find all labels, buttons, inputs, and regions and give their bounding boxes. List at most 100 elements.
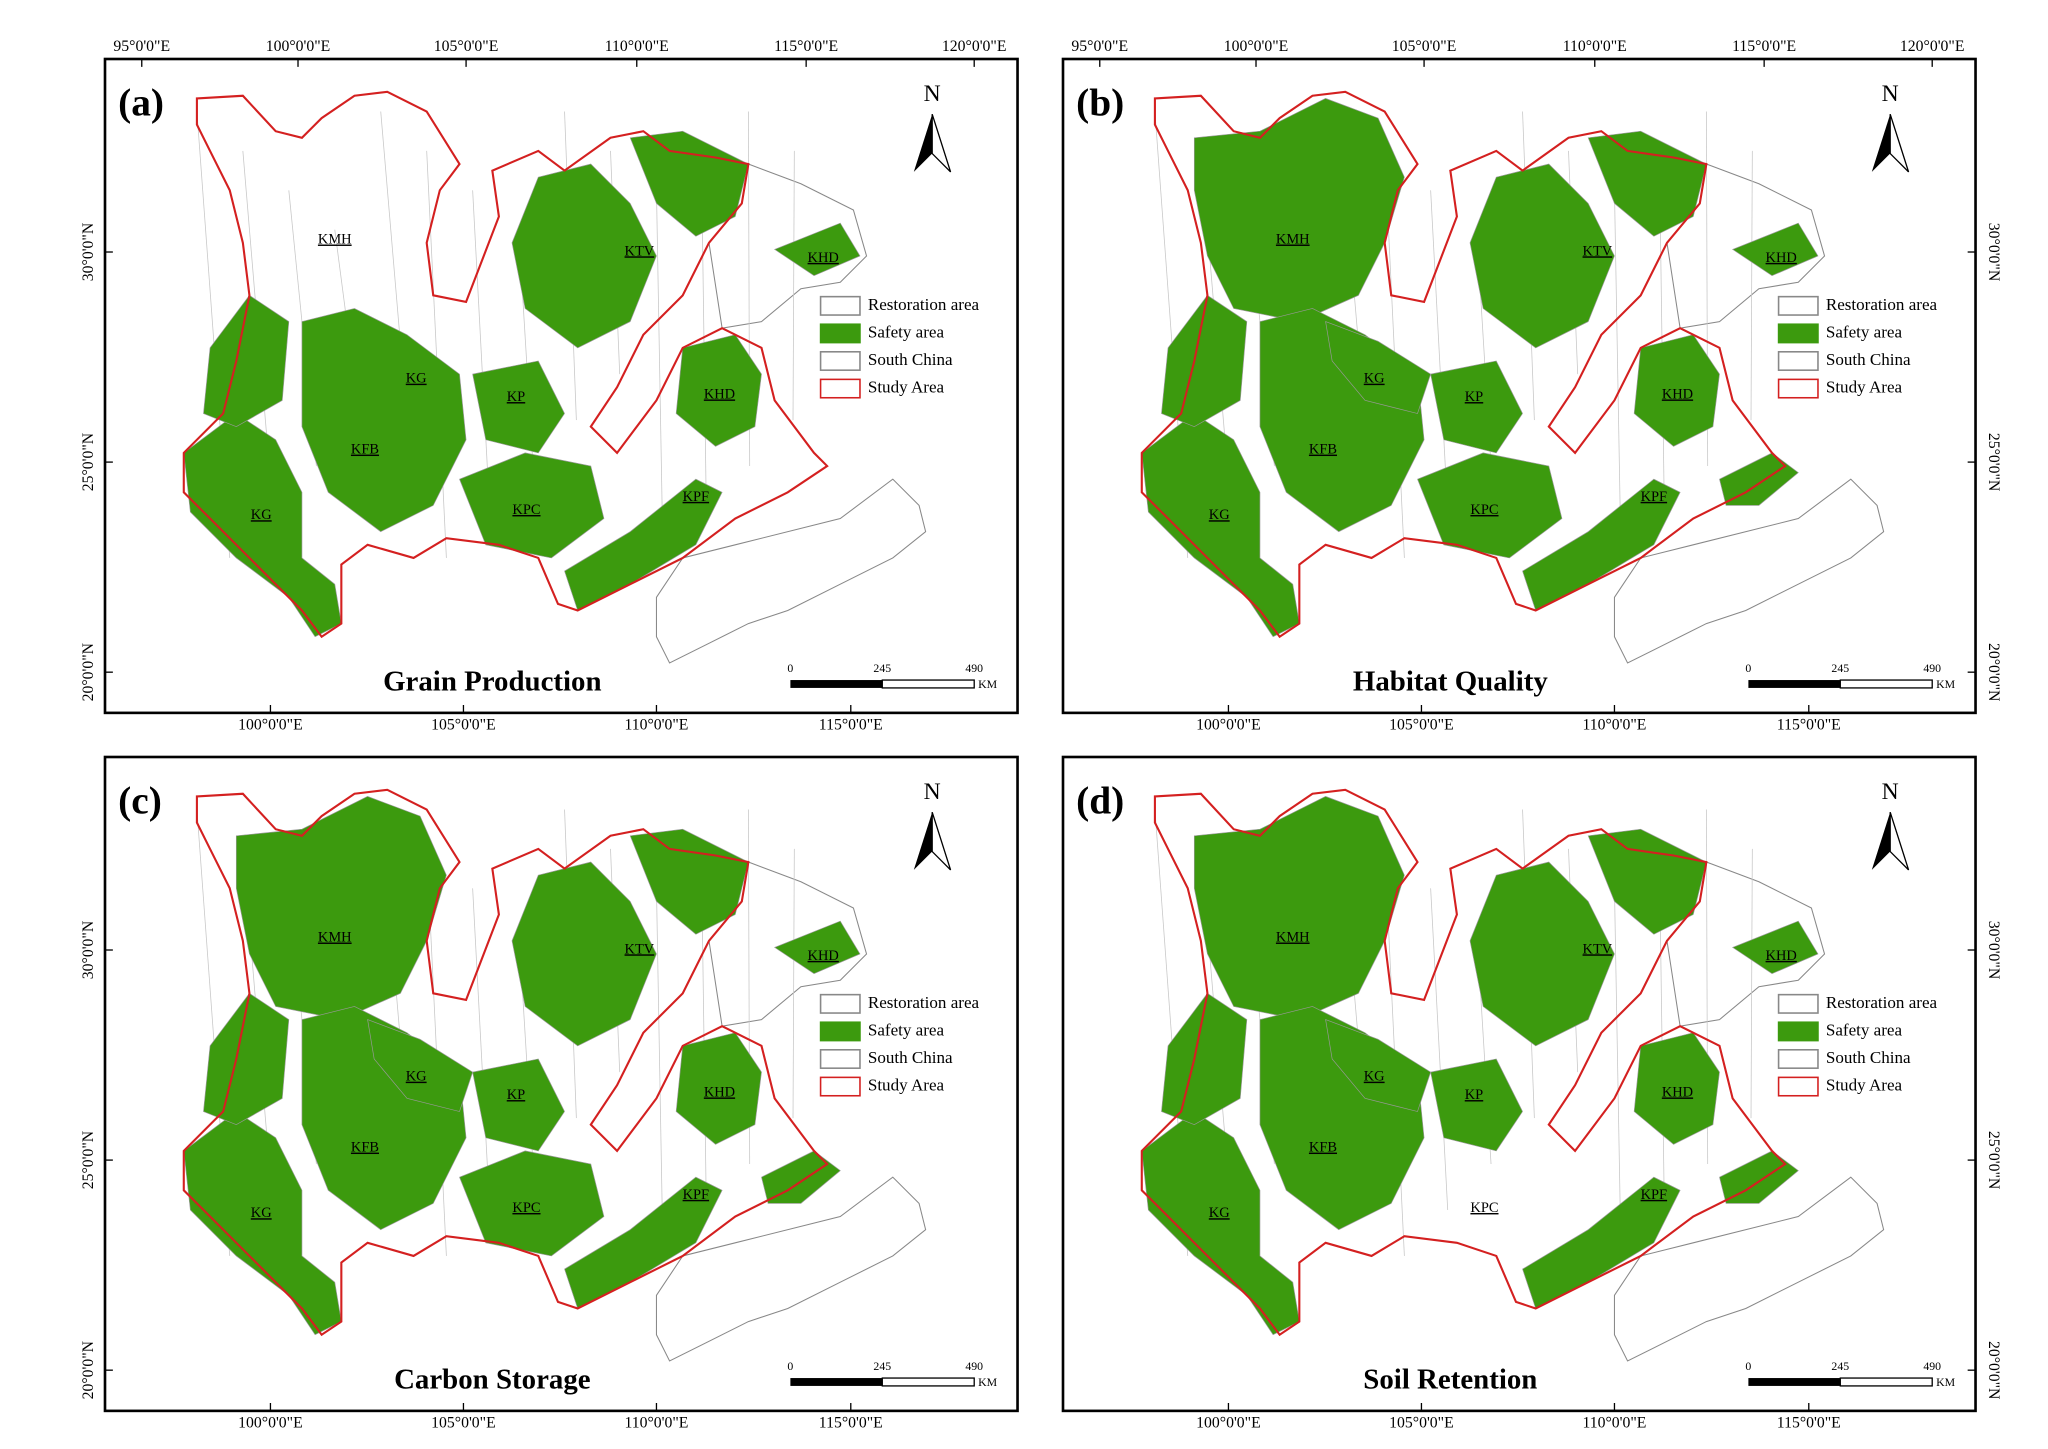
region-label: KFB [1309,442,1337,458]
safety-area [1430,1058,1523,1152]
district-line [656,190,664,558]
legend-swatch [819,1076,861,1097]
latitude-label: 25°0'0"N [80,1130,97,1189]
north-arrow [913,114,933,172]
map-panel: KMH KTV KHD KG KP KHD KFB KG KPC KPF (b) Habitat Qu… [1061,38,2002,734]
scale-tick: 490 [965,661,983,675]
longitude-label: 115°0'0"E [819,717,883,734]
legend-swatch [819,323,861,344]
latitude-label: 30°0'0"N [80,920,97,979]
longitude-label: 115°0'0"E [1777,717,1841,734]
region-label: KPC [512,502,540,518]
legend-label: Restoration area [868,993,980,1012]
north-label: N [924,779,941,805]
longitude-label: 100°0'0"E [238,1415,303,1432]
legend-swatch [1777,378,1819,399]
region-label: KPF [683,489,710,505]
panel-title: Grain Production [383,666,601,698]
scale-tick: 490 [965,1359,983,1373]
region-label: KG [1209,1205,1230,1221]
legend-label: Study Area [1826,1075,1903,1094]
region-label: KMH [1276,930,1310,946]
legend-swatch [1777,1049,1819,1069]
region-label: KTV [625,941,655,957]
longitude-label: 100°0'0"E [266,38,331,55]
legend-label: Restoration area [1826,993,1938,1012]
latitude-label: 20°0'0"N [80,642,97,701]
region-label: KP [507,389,525,405]
scale-tick: 490 [1923,1359,1941,1373]
frame [103,755,1019,1413]
scale-bar [1748,1378,1841,1386]
region-label: KHD [1766,948,1797,964]
legend-swatch [1777,1076,1819,1097]
region-label: KG [406,1069,427,1085]
scale-bar [881,1377,975,1387]
region-label: KHD [704,386,735,402]
study-area-outline [182,90,829,639]
region-label: KPF [1641,1187,1668,1203]
longitude-label: 100°0'0"E [238,717,303,734]
scale-bar [1839,1377,1933,1387]
latitude-label: 30°0'0"N [1985,921,2002,980]
region-label: KHD [1662,1084,1693,1100]
safety-area [1719,452,1799,506]
scale-tick: 490 [1923,661,1941,675]
legend-label: Study Area [868,1075,945,1094]
south-china [655,1176,927,1362]
legend-swatch [1777,323,1819,344]
safety-area [1469,163,1615,349]
region-label: KG [251,507,272,523]
region-label: KTV [1583,243,1613,259]
map-panel: KMH KTV KHD KG KP KHD KFB KG KPC KPF (a) Grain Prod… [80,38,1019,734]
panel-label: (c) [118,778,162,822]
scale-tick: 0 [787,1359,793,1373]
longitude-label: 110°0'0"E [1563,38,1627,55]
panel-label: (a) [118,80,164,124]
north-arrow [1889,113,1910,173]
district-line [792,150,795,421]
safety-area [1193,98,1405,322]
safety-area [761,1150,841,1204]
district-line [1430,888,1449,1211]
scale-unit: KM [978,1375,998,1389]
scale-tick: 0 [1745,1359,1751,1373]
region-label: KPF [1641,489,1668,505]
longitude-label: 110°0'0"E [1582,717,1646,734]
region-label: KG [406,371,427,387]
longitude-label: 105°0'0"E [1392,38,1457,55]
region-label: KP [1465,1087,1483,1103]
latitude-label: 30°0'0"N [1985,223,2002,282]
legend-label: Safety area [868,322,945,341]
safety-area [1719,1150,1799,1204]
map-panel: KMH KTV KHD KG KP KHD KFB KG KPC KPF (d) Soil Reten… [1061,755,2002,1432]
scale-tick: 0 [1745,661,1751,675]
safety-area [1193,796,1405,1020]
legend-swatch [819,993,861,1014]
legend-swatch [1777,351,1819,371]
safety-area [1731,920,1819,975]
longitude-label: 120°0'0"E [942,38,1007,55]
longitude-label: 115°0'0"E [1777,1415,1841,1432]
scale-unit: KM [1936,1375,1956,1389]
safety-area [459,1150,605,1257]
longitude-label: 110°0'0"E [605,38,669,55]
longitude-label: 120°0'0"E [1900,38,1965,55]
district-line [792,848,795,1119]
longitude-label: 105°0'0"E [1389,1415,1454,1432]
longitude-label: 95°0'0"E [1071,38,1128,55]
legend-label: Safety area [868,1020,945,1039]
safety-area [235,796,447,1020]
north-arrow [1889,811,1910,871]
north-arrow [931,113,952,173]
latitude-label: 25°0'0"N [1985,433,2002,492]
study-area-outline [1140,788,1787,1337]
legend-swatch [1777,1021,1819,1042]
frame [103,57,1019,715]
north-label: N [1882,779,1899,805]
district-line [380,111,404,375]
district-line [1614,888,1622,1256]
longitude-label: 110°0'0"E [624,717,688,734]
safety-area [1731,222,1819,277]
south-china [655,478,927,664]
